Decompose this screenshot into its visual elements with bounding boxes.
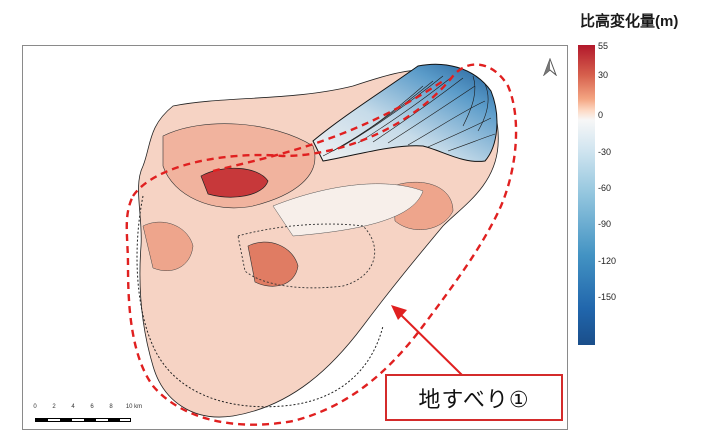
scale-line [35,418,131,422]
scale-tick: 8 [109,404,113,410]
colorbar-label: 55 [598,41,609,51]
colorbar [578,45,595,345]
landslide-outline-1[interactable] [125,63,518,426]
map-frame: 0 2 4 6 8 10 km [22,45,568,430]
colorbar-label: 30 [598,70,609,80]
scale-tick: 10 km [125,404,143,410]
elevation-change-map [125,63,518,426]
colorbar-label: -90 [598,219,612,229]
landslide-divider [212,80,444,173]
uplift-zone-core [200,167,269,198]
landslide-callout[interactable]: 地すべり① [385,374,563,421]
colorbar-label: 0 [598,110,604,120]
legend-title: 比高変化量(m) [580,13,679,30]
dotted-boundary [136,195,384,408]
subsidence-zone [312,63,498,162]
uplift-zone-center [247,241,299,287]
scale-tick: 6 [90,404,94,410]
scale-tick: 4 [71,404,75,410]
pale-band [272,183,424,237]
scale-tick: 2 [52,404,56,410]
colorbar-label: -150 [598,292,617,302]
callout-arrow [391,305,464,377]
uplift-zone-west [142,221,194,271]
north-arrow-icon [543,58,557,76]
colorbar-label: -60 [598,183,612,193]
contour-lines [322,75,496,157]
scale-bar: 0 2 4 6 8 10 km [33,404,143,428]
scale-tick: 0 [33,404,37,410]
colorbar-label: -30 [598,147,612,157]
colorbar-label: -120 [598,256,617,266]
